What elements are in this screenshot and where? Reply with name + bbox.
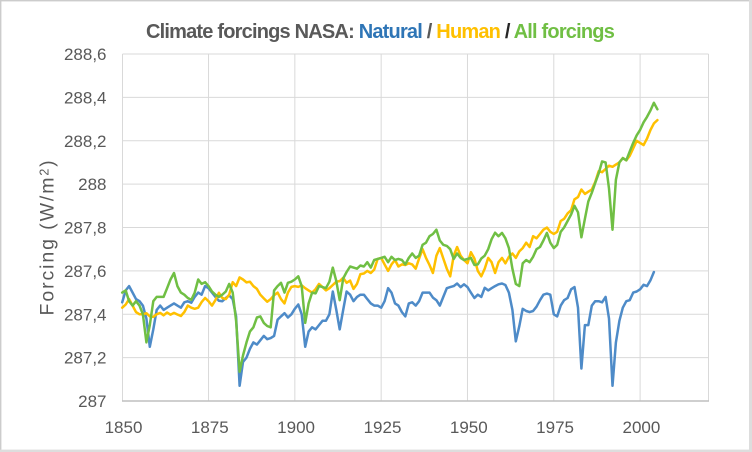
svg-text:1850: 1850 — [105, 418, 143, 437]
svg-text:288,2: 288,2 — [64, 132, 107, 151]
svg-text:287,6: 287,6 — [64, 262, 107, 281]
svg-text:1925: 1925 — [364, 418, 402, 437]
svg-text:287,8: 287,8 — [64, 219, 107, 238]
svg-text:2000: 2000 — [622, 418, 660, 437]
svg-text:287,4: 287,4 — [64, 305, 107, 324]
svg-text:287: 287 — [78, 392, 106, 411]
svg-text:287,2: 287,2 — [64, 349, 107, 368]
svg-text:1900: 1900 — [277, 418, 315, 437]
svg-text:288,6: 288,6 — [64, 45, 107, 64]
svg-text:1975: 1975 — [536, 418, 574, 437]
svg-text:1875: 1875 — [191, 418, 229, 437]
svg-text:288,4: 288,4 — [64, 88, 107, 107]
svg-text:288: 288 — [78, 175, 106, 194]
svg-text:Climate forcings NASA: Natural: Climate forcings NASA: Natural / Human /… — [146, 21, 615, 43]
svg-text:1950: 1950 — [450, 418, 488, 437]
svg-text:Forcing (W/m2): Forcing (W/m2) — [37, 159, 59, 316]
